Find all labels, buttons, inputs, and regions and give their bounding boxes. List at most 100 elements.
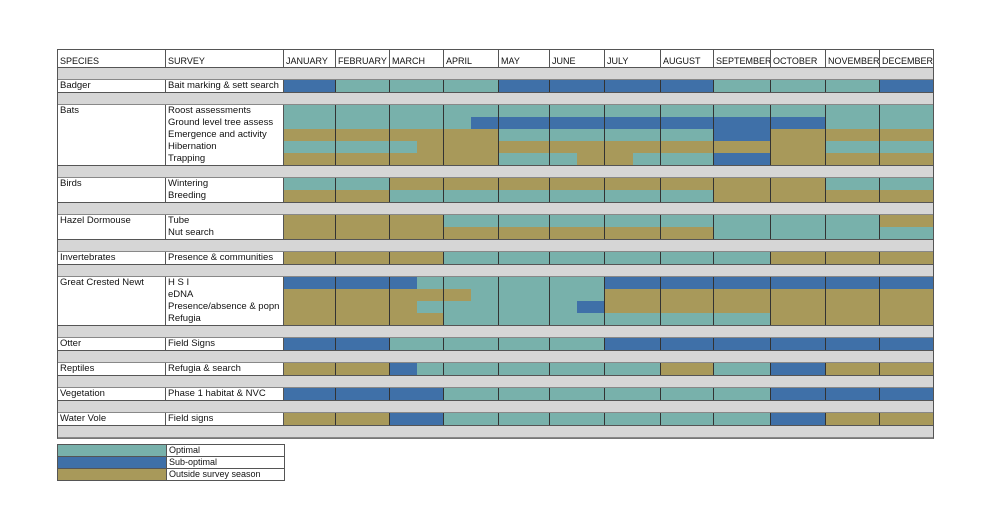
separator-row xyxy=(58,376,933,388)
season-optimal xyxy=(550,289,604,301)
season-sub-optimal xyxy=(714,277,770,289)
season-bar xyxy=(771,363,825,375)
season-bar xyxy=(499,117,549,129)
month-cell xyxy=(390,413,444,425)
season-optimal xyxy=(550,388,604,400)
month-cell xyxy=(499,178,550,202)
season-optimal xyxy=(826,141,879,153)
season-bar xyxy=(499,215,549,227)
season-optimal xyxy=(605,105,660,117)
season-optimal xyxy=(444,363,498,375)
survey-name: Refugia & search xyxy=(168,363,241,374)
month-cell xyxy=(771,215,826,239)
month-cell xyxy=(550,277,605,325)
season-bar xyxy=(444,215,498,227)
season-optimal xyxy=(550,301,577,313)
season-optimal xyxy=(605,388,660,400)
season-optimal xyxy=(826,227,879,239)
month-cell xyxy=(284,388,336,400)
season-optimal xyxy=(550,129,604,141)
season-bar xyxy=(499,413,549,425)
season-bar xyxy=(499,227,549,239)
header-month: OCTOBER xyxy=(771,50,826,68)
season-sub-optimal xyxy=(771,413,825,425)
season-sub-optimal xyxy=(390,363,417,375)
season-optimal xyxy=(550,252,604,264)
month-cell xyxy=(550,178,605,202)
season-optimal xyxy=(880,105,933,117)
month-cell xyxy=(661,338,714,350)
month-cell xyxy=(880,277,933,325)
month-cell xyxy=(550,215,605,239)
survey-name: Presence/absence & popn xyxy=(168,301,280,312)
season-bar xyxy=(661,363,713,375)
season-outside xyxy=(826,289,879,301)
season-bar xyxy=(661,252,713,264)
season-optimal xyxy=(336,178,389,190)
season-sub-optimal xyxy=(284,388,335,400)
month-cell xyxy=(444,80,499,92)
season-bar xyxy=(771,413,825,425)
season-optimal xyxy=(605,413,660,425)
season-bar xyxy=(826,413,879,425)
season-optimal xyxy=(336,117,389,129)
species-name: Hazel Dormouse xyxy=(58,215,166,239)
season-outside xyxy=(605,289,660,301)
season-bar xyxy=(390,227,443,239)
season-bar xyxy=(390,178,443,190)
season-sub-optimal xyxy=(826,277,879,289)
header-survey: SURVEY xyxy=(166,50,284,68)
season-outside xyxy=(390,129,443,141)
season-bar xyxy=(714,117,770,129)
survey-list: Wintering Breeding xyxy=(166,178,284,202)
month-cell xyxy=(444,388,499,400)
season-optimal xyxy=(499,313,549,325)
season-bar xyxy=(661,388,713,400)
survey-name: Roost assessments xyxy=(168,105,251,116)
season-bar xyxy=(390,117,443,129)
month-cell xyxy=(605,252,661,264)
season-bar xyxy=(661,215,713,227)
season-bar xyxy=(605,338,660,350)
season-outside xyxy=(284,227,335,239)
season-optimal xyxy=(605,363,660,375)
season-sub-optimal xyxy=(605,277,660,289)
month-cell xyxy=(661,178,714,202)
season-optimal xyxy=(444,338,498,350)
month-cell xyxy=(499,277,550,325)
month-cell xyxy=(826,252,880,264)
season-bar xyxy=(336,413,389,425)
header-month: NOVEMBER xyxy=(826,50,880,68)
header-month: FEBRUARY xyxy=(336,50,390,68)
season-bar xyxy=(284,215,335,227)
season-bar xyxy=(826,80,879,92)
season-outside xyxy=(826,301,879,313)
month-cell xyxy=(771,388,826,400)
season-sub-optimal xyxy=(714,117,770,129)
season-outside xyxy=(336,215,389,227)
season-sub-optimal xyxy=(577,301,604,313)
season-bar xyxy=(661,141,713,153)
season-outside xyxy=(284,190,335,202)
month-cell xyxy=(771,277,826,325)
season-bar xyxy=(605,215,660,227)
season-bar xyxy=(714,313,770,325)
season-outside xyxy=(605,178,660,190)
survey-name: Tube xyxy=(168,215,190,226)
season-optimal xyxy=(499,301,549,313)
season-bar xyxy=(714,227,770,239)
season-outside xyxy=(499,227,549,239)
header-month: SEPTEMBER xyxy=(714,50,771,68)
legend: Optimal Sub-optimal Outside survey season xyxy=(57,444,285,481)
season-bar xyxy=(284,363,335,375)
month-cell xyxy=(284,215,336,239)
season-bar xyxy=(826,338,879,350)
season-outside xyxy=(284,129,335,141)
season-bar xyxy=(284,388,335,400)
season-bar xyxy=(444,153,498,165)
season-optimal xyxy=(605,215,660,227)
season-outside xyxy=(390,313,443,325)
season-bar xyxy=(771,178,825,190)
season-optimal xyxy=(714,215,770,227)
separator-row xyxy=(58,265,933,277)
